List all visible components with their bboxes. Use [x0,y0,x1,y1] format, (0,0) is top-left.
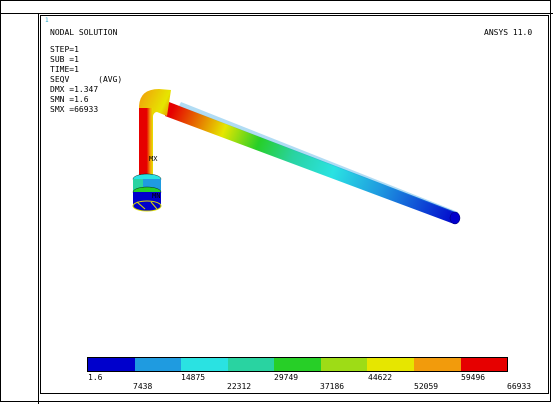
graphics-viewport[interactable]: 1 NODAL SOLUTION ANSYS 11.0 STEP=1 SUB =… [40,15,549,394]
legend-value: 29749 [274,373,299,382]
legend-value: 44622 [368,373,393,382]
max-marker: MX [149,155,158,163]
legend-swatch [413,358,461,371]
info-seqv: SEQV (AVG) [50,75,123,84]
info-smn: SMN =1.6 [50,95,89,104]
legend-value: 37186 [320,382,345,391]
pipe-end-cap [449,211,461,225]
legend-value: 22312 [227,382,252,391]
info-sub: SUB =1 [50,55,79,64]
legend-swatch [367,358,414,371]
frame-divider-left [38,13,39,404]
legend-swatch [320,358,368,371]
contour-legend-bar [87,357,508,372]
legend-swatch [134,358,182,371]
software-version: ANSYS 11.0 [484,28,533,37]
legend-value: 66933 [507,382,532,391]
legend-value: 14875 [181,373,206,382]
pipe-diagonal-segment [165,102,458,224]
legend-value: 7438 [133,382,153,391]
info-dmx: DMX =1.347 [50,85,99,94]
legend-value: 59496 [461,373,486,382]
legend-swatch [88,358,135,371]
info-step: STEP=1 [50,45,79,54]
info-smx: SMX =66933 [50,105,99,114]
pipe-diagonal-highlight [179,102,458,214]
legend-value: 52059 [414,382,439,391]
info-time: TIME=1 [50,65,79,74]
legend-swatch [460,358,508,371]
legend-swatch [274,358,321,371]
pipe-base-fitting [132,173,162,212]
legend-swatch [227,358,275,371]
window-number: 1 [45,17,49,24]
legend-value: 1.6 [88,373,103,382]
frame-divider-top [0,13,553,14]
pipe-model-view[interactable]: MX MN [41,16,550,395]
min-marker: MN [152,192,160,200]
pipe-riser [139,108,153,178]
legend-swatch [181,358,228,371]
plot-title: NODAL SOLUTION [50,28,118,37]
